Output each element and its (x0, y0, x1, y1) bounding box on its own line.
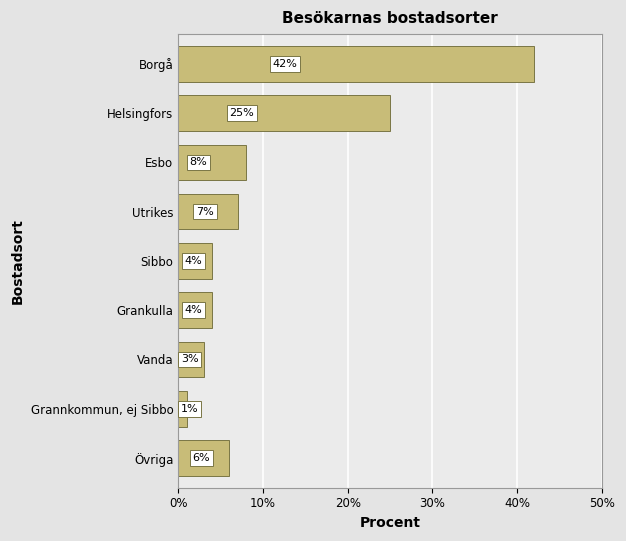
Text: 1%: 1% (180, 404, 198, 414)
X-axis label: Procent: Procent (359, 516, 421, 530)
Bar (178, 391, 187, 426)
Bar (178, 46, 534, 82)
Bar (178, 144, 246, 180)
Bar (178, 293, 212, 328)
Bar (178, 342, 203, 377)
Text: 4%: 4% (185, 256, 202, 266)
Text: 7%: 7% (196, 207, 214, 216)
Text: 8%: 8% (190, 157, 207, 167)
Bar (178, 95, 390, 131)
Text: 3%: 3% (181, 354, 198, 365)
Y-axis label: Bostadsort: Bostadsort (11, 218, 25, 304)
Bar (178, 243, 212, 279)
Text: 4%: 4% (185, 305, 202, 315)
Text: 6%: 6% (192, 453, 210, 463)
Bar (178, 440, 229, 476)
Text: 42%: 42% (272, 59, 297, 69)
Title: Besökarnas bostadsorter: Besökarnas bostadsorter (282, 11, 498, 26)
Text: 25%: 25% (230, 108, 254, 118)
Bar (178, 194, 238, 229)
